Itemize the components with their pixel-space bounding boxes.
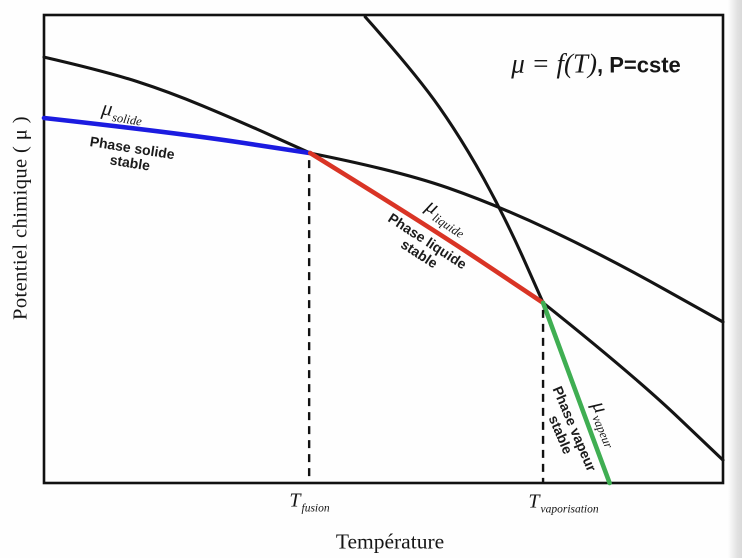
equation-condition: , P=cste xyxy=(597,52,681,78)
tick-t-vaporisation-symbol: T xyxy=(528,490,540,513)
curve-metastable xyxy=(541,301,725,462)
tick-t-fusion: Tfusion xyxy=(289,489,330,515)
tick-t-fusion-symbol: T xyxy=(289,489,301,512)
y-axis-label: Potentiel chimique ( μ ) xyxy=(9,116,32,320)
curves-layer xyxy=(41,15,725,486)
curve-metastable xyxy=(363,15,545,305)
curve-stable xyxy=(540,300,612,486)
equation-math: μ = f(T) xyxy=(511,48,597,79)
curve-stable xyxy=(307,150,546,306)
scan-edge-shade xyxy=(728,0,742,558)
tick-t-vaporisation-subscript: vaporisation xyxy=(540,503,599,516)
curve-stable xyxy=(41,115,313,156)
equation-annotation: μ = f(T), P=cste xyxy=(511,49,681,80)
curve-metastable xyxy=(42,55,312,155)
x-axis-label: Température xyxy=(335,529,445,554)
tick-t-vaporisation: Tvaporisation xyxy=(528,490,599,516)
curve-metastable xyxy=(308,151,725,324)
tick-t-fusion-subscript: fusion xyxy=(301,502,330,515)
dashed-guides-layer xyxy=(307,160,545,483)
plot-border xyxy=(42,13,725,485)
